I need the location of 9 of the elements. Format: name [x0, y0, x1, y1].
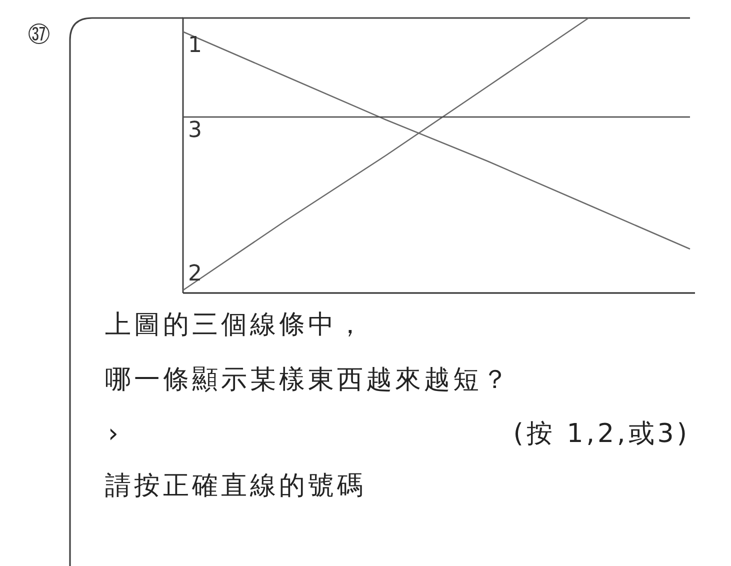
text: 哪一條顯示某樣東西越來越短？ — [105, 365, 511, 395]
text: (按 1,2,或3) — [513, 419, 690, 449]
text: 上圖的三個線條中， — [105, 310, 366, 340]
series-label: 2 — [188, 261, 202, 286]
text: › — [108, 419, 122, 449]
chart-title: ㊲ — [28, 23, 50, 48]
series-label: 3 — [188, 118, 202, 143]
series-label: 1 — [188, 32, 202, 58]
text: 請按正確直線的號碼 — [105, 471, 366, 501]
